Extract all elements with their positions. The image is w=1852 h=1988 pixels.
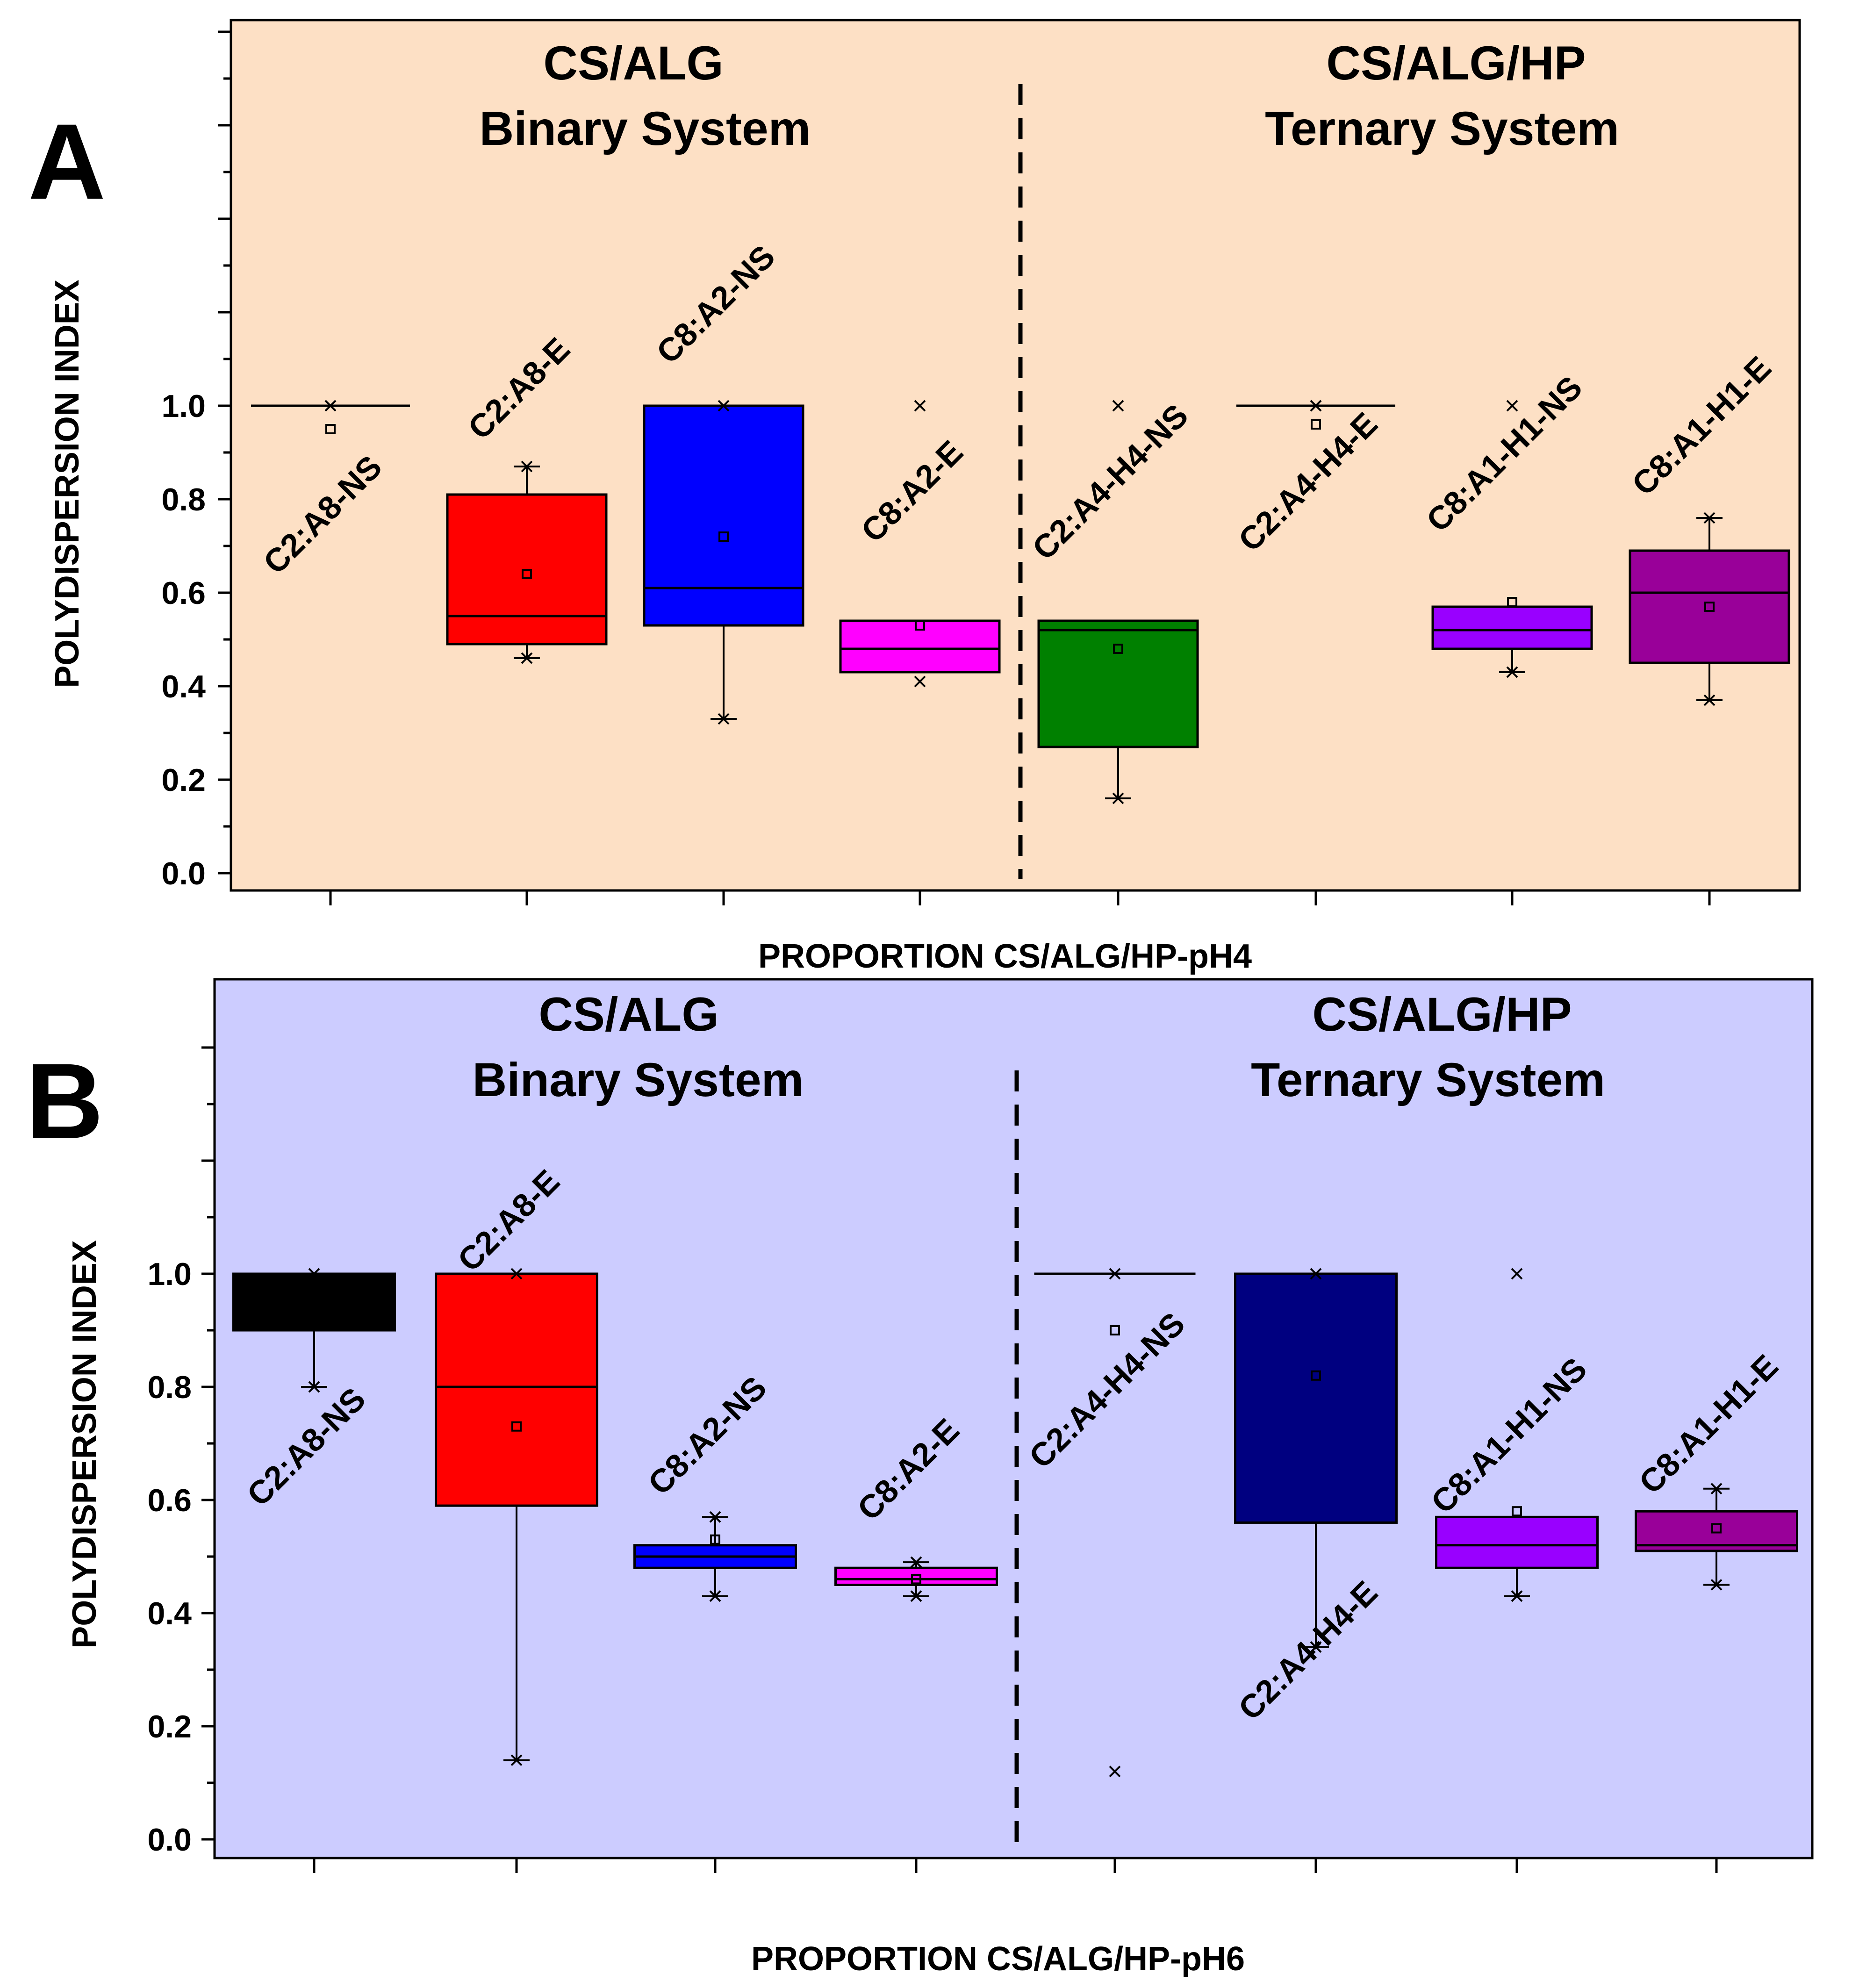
box-body (643, 404, 804, 627)
box-body (839, 619, 1001, 674)
panel-a-ytick-label: 0.4 (161, 669, 206, 704)
panel-b-ytick-label: 0.0 (147, 1822, 192, 1858)
min-marker (510, 1754, 523, 1766)
mean-marker (1512, 1506, 1522, 1517)
min-marker (1109, 1766, 1121, 1778)
panel-b-xticks (313, 1858, 1718, 1873)
panel-b: B 0.0 0.2 0.4 0.6 0.8 1.0 CS/ALG Binary Syste… (26, 978, 1814, 1978)
max-marker (1310, 400, 1322, 412)
max-marker (510, 1268, 523, 1280)
mean-marker (911, 1574, 921, 1585)
min-marker (1112, 792, 1124, 804)
box-body (232, 1272, 396, 1332)
panel-a-yticks: 0.0 0.2 0.4 0.6 0.8 1.0 (161, 30, 231, 891)
mean-marker (1311, 419, 1321, 430)
max-marker (521, 460, 533, 473)
panel-b-group-left-title: CS/ALG (538, 988, 718, 1041)
mean-marker (1311, 1370, 1321, 1381)
panel-a: A 0.0 0.2 0.4 0.6 0.8 1.0 CS/ALG Binary Syste… (28, 19, 1801, 975)
min-marker (910, 1590, 922, 1602)
panel-b-ytick-label: 0.6 (147, 1483, 192, 1518)
box-body (1234, 1272, 1398, 1524)
mean-marker (710, 1534, 720, 1545)
panel-a-y-axis-title: POLYDISPERSION INDEX (49, 280, 86, 688)
min-marker (1310, 1641, 1322, 1653)
mean-marker (1113, 644, 1123, 654)
panel-a-x-axis-title: PROPORTION CS/ALG/HP-pH4 (758, 938, 1252, 975)
panel-a-letter: A (28, 101, 106, 222)
max-marker (308, 1268, 320, 1280)
min-marker (1710, 1579, 1723, 1591)
min-marker (521, 652, 533, 664)
panel-a-group-right-subtitle: Ternary System (1265, 102, 1619, 155)
min-marker (1703, 694, 1716, 706)
box-body (435, 1272, 598, 1507)
max-marker (1506, 400, 1518, 412)
mean-marker (511, 1421, 522, 1432)
panel-b-letter: B (26, 1041, 103, 1161)
panel-a-ytick-label: 0.8 (161, 482, 206, 517)
min-marker (914, 675, 926, 688)
mean-marker (1507, 597, 1517, 607)
max-marker (914, 400, 926, 412)
panel-b-ytick-label: 0.2 (147, 1709, 192, 1744)
mean-marker (915, 620, 925, 631)
panel-a-ytick-label: 1.0 (161, 388, 206, 424)
min-marker (709, 1590, 721, 1602)
max-marker (1109, 1268, 1121, 1280)
mean-marker (1711, 1523, 1722, 1534)
mean-marker (522, 569, 532, 579)
panel-b-yticks: 0.0 0.2 0.4 0.6 0.8 1.0 (147, 1046, 215, 1858)
panel-b-ytick-label: 0.8 (147, 1370, 192, 1405)
min-marker (1511, 1590, 1523, 1602)
panel-a-group-left-subtitle: Binary System (480, 102, 811, 155)
max-marker (709, 1511, 721, 1523)
min-marker (718, 713, 730, 725)
max-marker (1703, 512, 1716, 524)
box-body (1435, 1515, 1599, 1569)
panel-a-ytick-label: 0.0 (161, 856, 206, 891)
box-body (834, 1566, 998, 1586)
panel-a-ytick-label: 0.2 (161, 762, 206, 798)
max-marker (1112, 400, 1124, 412)
mean-marker (309, 1313, 319, 1324)
max-marker (1511, 1268, 1523, 1280)
panel-a-group-left-title: CS/ALG (543, 36, 723, 90)
mean-marker (1110, 1325, 1120, 1335)
panel-b-group-left-subtitle: Binary System (473, 1053, 804, 1106)
box-body (1037, 619, 1199, 748)
max-marker (718, 400, 730, 412)
panel-a-xticks (329, 890, 1711, 905)
panel-a-plot-area (230, 19, 1801, 892)
panel-b-x-axis-title: PROPORTION CS/ALG/HP-pH6 (751, 1940, 1245, 1978)
min-marker (308, 1381, 320, 1393)
max-marker (1310, 1268, 1322, 1280)
mean-marker (1704, 602, 1715, 612)
max-marker (1710, 1483, 1723, 1495)
panel-b-group-right-subtitle: Ternary System (1251, 1053, 1605, 1106)
box-body (1431, 605, 1593, 650)
panel-b-group-right-title: CS/ALG/HP (1312, 988, 1572, 1041)
box-body (1629, 549, 1790, 664)
min-marker (1506, 666, 1518, 678)
panel-b-ytick-label: 1.0 (147, 1256, 192, 1292)
panel-b-y-axis-title: POLYDISPERSION INDEX (66, 1240, 103, 1649)
max-marker (324, 400, 337, 412)
max-marker (910, 1556, 922, 1568)
panel-a-ytick-label: 0.6 (161, 575, 206, 611)
mean-marker (325, 424, 336, 434)
panel-b-ytick-label: 0.4 (147, 1596, 192, 1631)
mean-marker (718, 531, 729, 542)
panel-a-group-right-title: CS/ALG/HP (1326, 36, 1586, 90)
